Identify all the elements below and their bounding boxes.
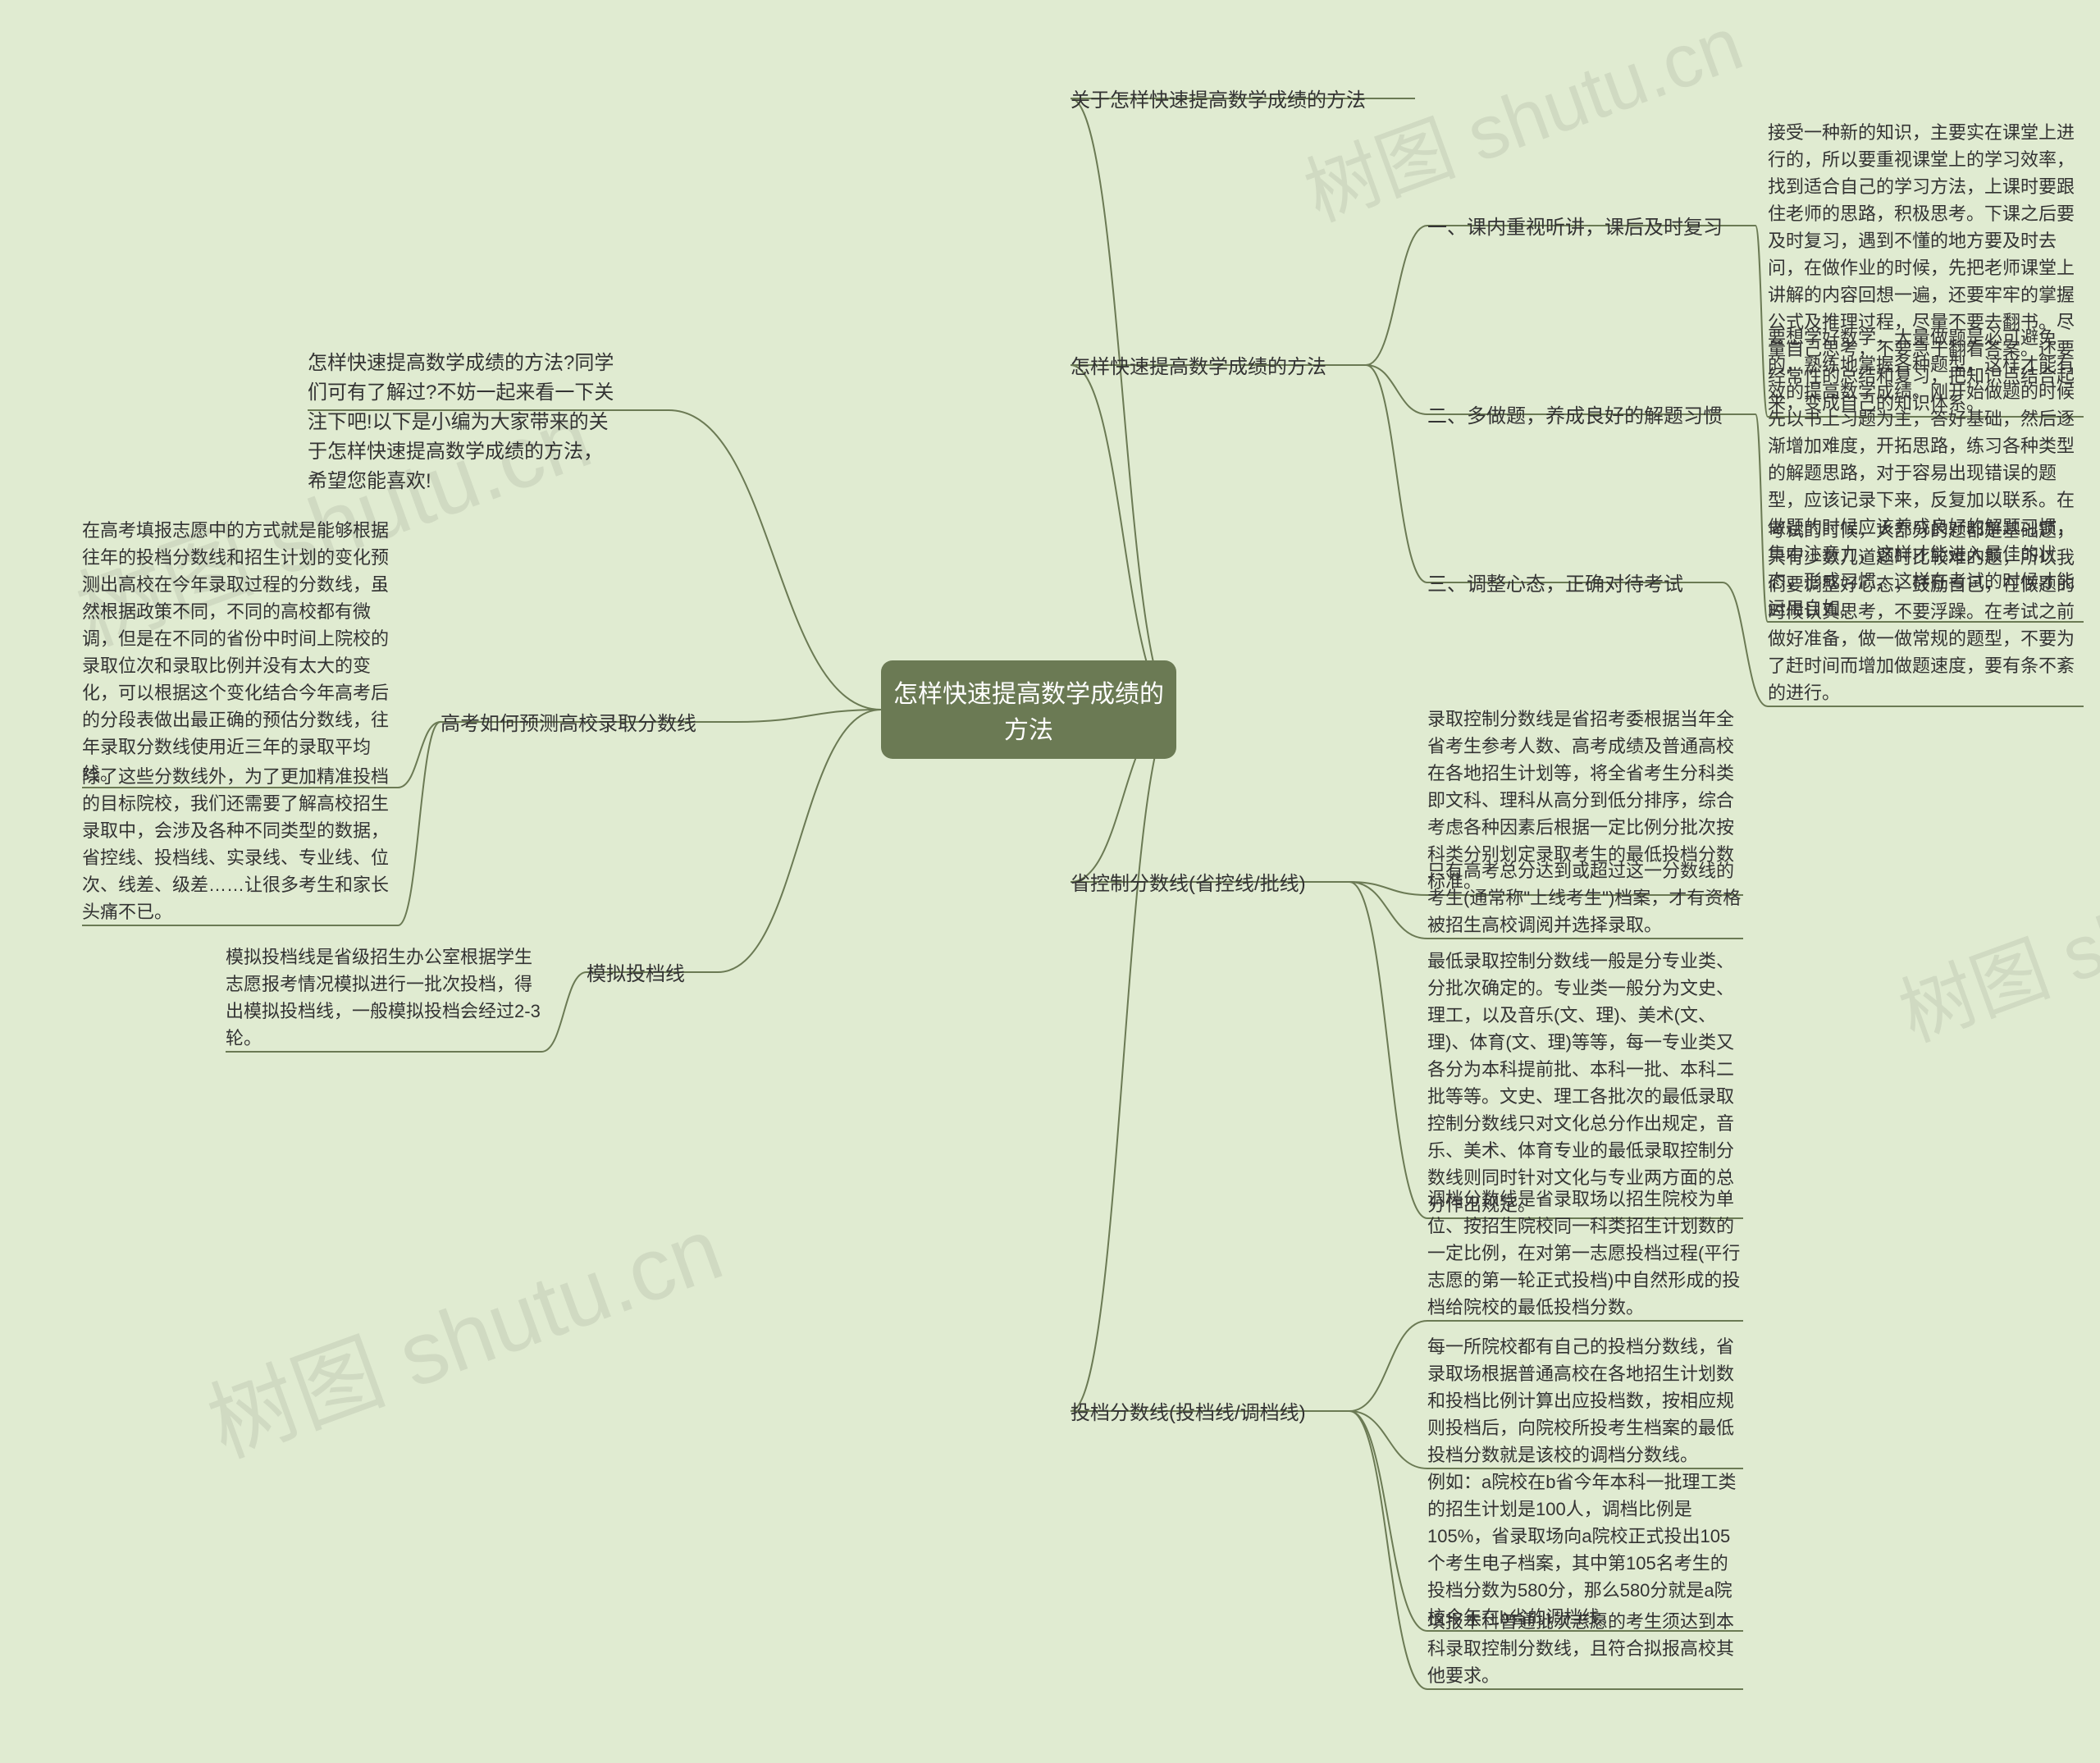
mindmap-node: 高考如何预测高校录取分数线 [441, 710, 736, 739]
mindmap-node: 投档分数线(投档线/调档线) [1071, 1399, 1349, 1428]
mindmap-node: 模拟投档线 [587, 960, 718, 989]
mindmap-node: 关于怎样快速提高数学成绩的方法 [1071, 86, 1415, 116]
mindmap-node: 一、课内重视听讲，课后及时复习 [1427, 213, 1755, 243]
mindmap-node: 除了这些分数线外，为了更加精准投档的目标院校，我们还需要了解高校招生录取中，会涉… [82, 763, 398, 925]
center-node-label: 怎样快速提高数学成绩的 方法 [893, 674, 1164, 746]
mindmap-node: 怎样快速提高数学成绩的方法 [1071, 353, 1366, 382]
mindmap-node: 在高考填报志愿中的方式就是能够根据往年的投档分数线和招生计划的变化预测出高校在今… [82, 517, 398, 788]
mindmap-node: 例如：a院校在b省今年本科一批理工类的招生计划是100人，调档比例是105%，省… [1427, 1468, 1743, 1631]
mindmap-node: 三、调整心态，正确对待考试 [1427, 570, 1723, 600]
mindmap-node: 填报本科普通批次志愿的考生须达到本科录取控制分数线，且符合拟报高校其他要求。 [1427, 1608, 1743, 1689]
mindmap-node: 二、多做题，养成良好的解题习惯 [1427, 402, 1755, 432]
mindmap-node: 省控制分数线(省控线/批线) [1071, 870, 1349, 899]
mindmap-node: 最低录取控制分数线一般是分专业类、分批次确定的。专业类一般分为文史、理工，以及音… [1427, 948, 1743, 1218]
mindmap-node: 模拟投档线是省级招生办公室根据学生志愿报考情况模拟进行一批次投档，得出模拟投档线… [226, 943, 541, 1052]
mindmap-node: 调档分数线是省录取场以招生院校为单位、按招生院校同一科类招生计划数的一定比例，在… [1427, 1185, 1743, 1321]
center-node: 怎样快速提高数学成绩的 方法 [881, 660, 1176, 759]
mindmap-node: 怎样快速提高数学成绩的方法?同学 们可有了解过?不妨一起来看一下关 注下吧!以下… [308, 349, 669, 496]
mindmap-node: 考试的时候，大部分的题都是基础题，只有少数几道题时比较难的题，所以我们要调整好心… [1768, 517, 2084, 706]
mindmap-node: 每一所院校都有自己的投档分数线，省录取场根据普通高校在各地招生计划数和投档比例计… [1427, 1333, 1743, 1468]
mindmap-node: 只有高考总分达到或超过这一分数线的考生(通常称"上线考生")档案，才有资格被招生… [1427, 857, 1743, 939]
